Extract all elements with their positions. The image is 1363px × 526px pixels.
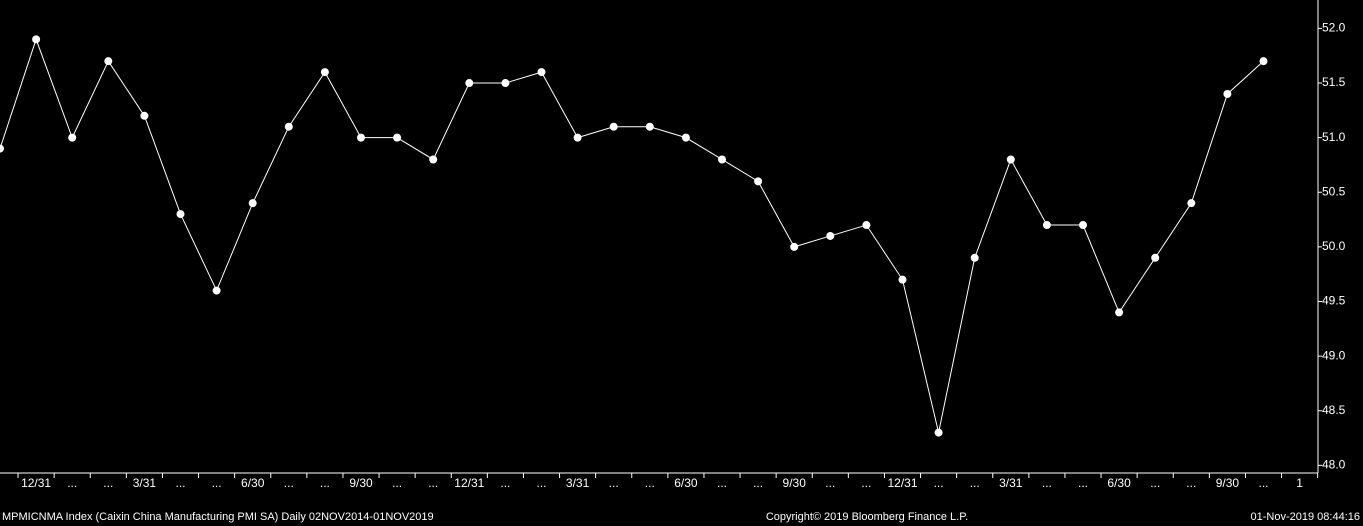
data-point — [104, 57, 113, 66]
data-point — [248, 199, 257, 208]
y-tick-label: 52.0 — [1322, 21, 1346, 35]
data-point — [1187, 199, 1196, 208]
x-tick-label: ... — [861, 476, 871, 490]
data-point — [1006, 155, 1015, 164]
x-tick-label: ... — [1258, 476, 1268, 490]
x-tick-label: 3/31 — [566, 476, 590, 490]
x-tick-label: ... — [970, 476, 980, 490]
data-point — [393, 133, 402, 142]
data-point — [1259, 57, 1268, 66]
x-tick-label: 6/30 — [674, 476, 698, 490]
data-point — [1079, 221, 1087, 230]
data-point — [826, 231, 835, 240]
y-tick-label: 51.0 — [1322, 130, 1346, 144]
data-point — [140, 111, 149, 120]
x-tick-label: ... — [500, 476, 510, 490]
x-tick-label: 6/30 — [241, 476, 265, 490]
data-point — [718, 155, 726, 164]
data-point — [898, 275, 907, 284]
x-tick-label: 3/31 — [999, 476, 1023, 490]
data-point — [465, 79, 474, 88]
x-tick-label: ... — [284, 476, 294, 490]
footer-center: Copyright© 2019 Bloomberg Finance L.P. — [766, 511, 968, 523]
x-tick-label: ... — [536, 476, 546, 490]
data-point — [212, 286, 221, 295]
x-tick-label: ... — [1042, 476, 1052, 490]
x-tick-label: 9/30 — [1216, 476, 1240, 490]
footer-left: MPMICNMA Index (Caixin China Manufacturi… — [2, 511, 434, 523]
x-tick-label: 12/31 — [887, 476, 917, 490]
data-point — [176, 210, 185, 219]
data-point — [645, 122, 654, 131]
x-tick-label: ... — [1078, 476, 1088, 490]
x-tick-label: 1 — [1296, 476, 1303, 490]
x-tick-label: ... — [825, 476, 835, 490]
x-tick-label: ... — [1186, 476, 1196, 490]
data-point — [537, 68, 546, 77]
data-point — [681, 133, 690, 142]
data-point — [970, 253, 979, 262]
data-point — [609, 122, 618, 131]
data-point — [32, 35, 41, 44]
x-tick-label: ... — [67, 476, 77, 490]
x-tick-label: 3/31 — [133, 476, 157, 490]
y-tick-label: 49.0 — [1322, 348, 1346, 362]
data-point — [790, 242, 799, 251]
x-tick-label: ... — [753, 476, 763, 490]
x-tick-label: ... — [103, 476, 113, 490]
x-tick-label: 6/30 — [1107, 476, 1131, 490]
data-point — [1115, 308, 1124, 317]
data-point — [754, 177, 763, 186]
data-point — [284, 122, 293, 131]
x-tick-label: ... — [175, 476, 185, 490]
data-point — [501, 79, 510, 88]
x-tick-label: ... — [392, 476, 402, 490]
y-tick-label: 50.0 — [1322, 239, 1346, 253]
x-tick-label: ... — [645, 476, 655, 490]
data-point — [862, 221, 871, 230]
x-tick-label: ... — [320, 476, 330, 490]
data-point — [573, 133, 582, 142]
x-tick-label: ... — [428, 476, 438, 490]
data-point — [68, 133, 77, 142]
x-tick-label: ... — [609, 476, 619, 490]
data-point — [357, 133, 365, 142]
x-tick-label: 9/30 — [783, 476, 807, 490]
x-tick-label: 9/30 — [349, 476, 373, 490]
x-tick-label: 12/31 — [21, 476, 51, 490]
x-tick-label: ... — [717, 476, 727, 490]
data-point — [0, 144, 4, 153]
x-tick-label: 12/31 — [454, 476, 484, 490]
y-tick-label: 51.5 — [1322, 75, 1346, 89]
footer-right: 01-Nov-2019 08:44:16 — [1251, 511, 1360, 523]
y-tick-label: 49.5 — [1322, 294, 1346, 308]
data-point — [1151, 253, 1160, 262]
series-line — [0, 37, 1264, 433]
data-point — [934, 428, 943, 437]
data-point — [1223, 89, 1232, 98]
data-point — [429, 155, 438, 164]
data-point — [1042, 221, 1051, 230]
y-tick-label: 50.5 — [1322, 184, 1346, 198]
x-tick-label: ... — [1150, 476, 1160, 490]
y-tick-label: 48.5 — [1322, 403, 1346, 417]
y-tick-label: 48.0 — [1322, 458, 1346, 472]
x-tick-label: ... — [934, 476, 944, 490]
data-point — [320, 68, 329, 77]
x-tick-label: ... — [212, 476, 222, 490]
